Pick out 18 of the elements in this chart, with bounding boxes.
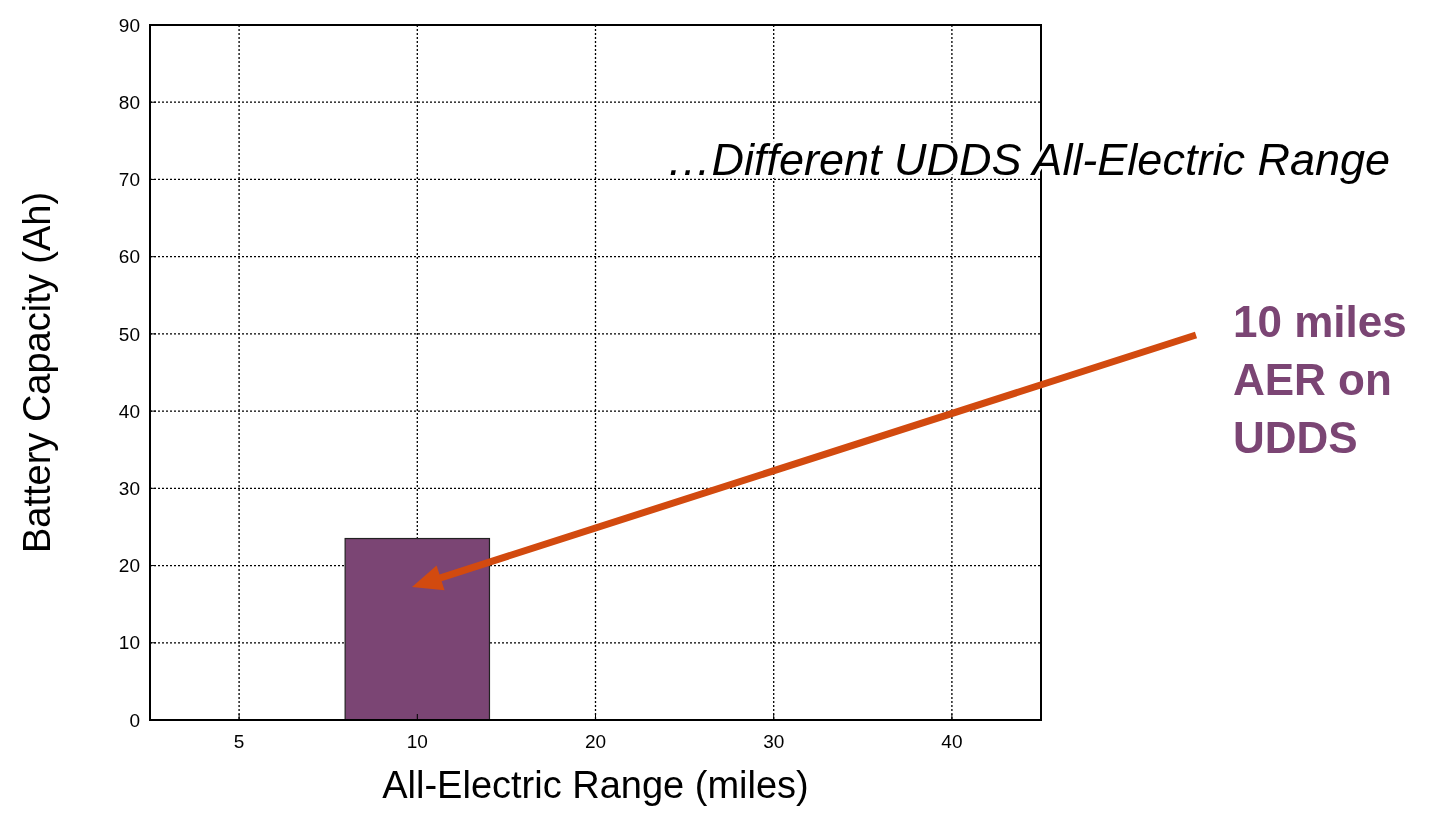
text: 10 miles AER on UDDS [1233,297,1407,462]
x-tick-label: 30 [763,731,785,752]
y-axis-title: Battery Capacity (Ah) [16,191,58,554]
x-tick-label: 10 [406,731,428,752]
x-tick-label: 5 [233,731,245,752]
y-tick-label: 10 [118,632,140,654]
y-tick-label: 60 [118,246,140,268]
y-tick-label: 50 [118,323,140,345]
y-tick-label: 40 [118,400,140,422]
y-tick-label: 30 [118,477,140,499]
y-tick-label: 70 [118,169,140,191]
x-tick-label: 40 [941,731,963,752]
y-tick-label: 0 [129,709,140,731]
x-tick-label: 20 [584,731,607,752]
y-tick-label: 80 [118,91,140,113]
y-tick-label: 90 [118,14,140,36]
x-axis-title: All-Electric Range (miles) [382,764,809,806]
y-tick-label: 20 [118,555,140,577]
